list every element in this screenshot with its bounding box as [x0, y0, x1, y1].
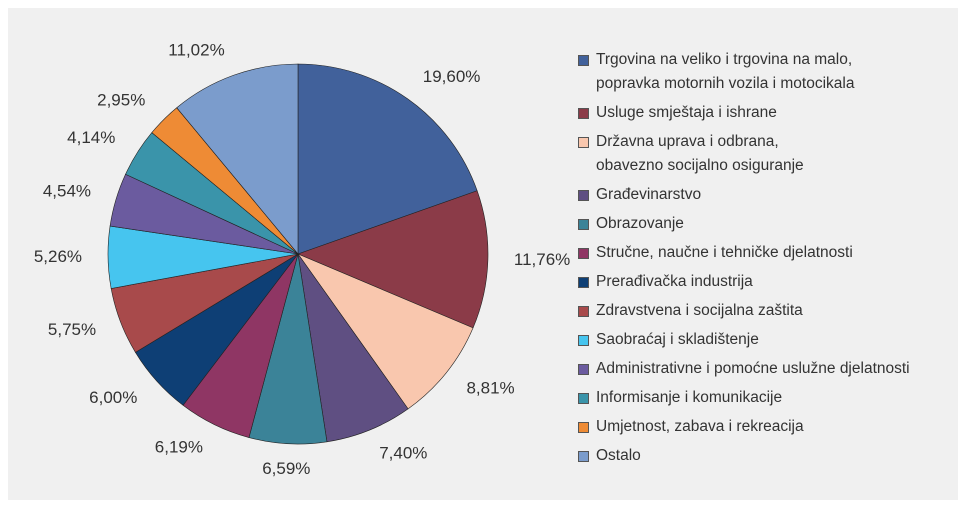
- legend-item: Trgovina na veliko i trgovina na malo, p…: [578, 48, 958, 96]
- legend-label: Trgovina na veliko i trgovina na malo, p…: [596, 51, 855, 92]
- legend-label: Prerađivačka industrija: [596, 273, 753, 290]
- legend-label: Ostalo: [596, 447, 641, 464]
- slice-label: 7,40%: [379, 444, 427, 463]
- legend-item: Saobraćaj i skladištenje: [578, 328, 958, 352]
- slice-label: 6,59%: [262, 459, 310, 478]
- legend-swatch: [578, 422, 589, 433]
- pie-slice: [297, 190, 489, 329]
- legend-item: Prerađivačka industrija: [578, 270, 958, 294]
- legend-item: Usluge smještaja i ishrane: [578, 101, 958, 125]
- slice-label: 5,75%: [48, 320, 96, 339]
- legend-label: Zdravstvena i socijalna zaštita: [596, 302, 803, 319]
- legend-label: Stručne, naučne i tehničke djelatnosti: [596, 244, 853, 261]
- legend-item: Umjetnost, zabava i rekreacija: [578, 415, 958, 439]
- slice-label: 6,19%: [155, 437, 203, 456]
- legend-item: Administrativne i pomoćne uslužne djelat…: [578, 357, 958, 381]
- slice-label: 5,26%: [34, 247, 82, 266]
- slice-label: 8,81%: [466, 379, 514, 398]
- legend-swatch: [578, 451, 589, 462]
- legend: Trgovina na veliko i trgovina na malo, p…: [578, 48, 958, 473]
- legend-swatch: [578, 393, 589, 404]
- legend-label: Informisanje i komunikacije: [596, 389, 783, 406]
- legend-item: Ostalo: [578, 444, 958, 468]
- slice-label: 11,02%: [168, 40, 224, 59]
- legend-item: Obrazovanje: [578, 212, 958, 236]
- legend-item: Stručne, naučne i tehničke djelatnosti: [578, 241, 958, 265]
- slice-label: 6,00%: [89, 388, 137, 407]
- legend-item: Građevinarstvo: [578, 183, 958, 207]
- legend-swatch: [578, 137, 589, 148]
- legend-swatch: [578, 190, 589, 201]
- slice-label: 19,60%: [423, 67, 481, 86]
- legend-item: Državna uprava i odbrana, obavezno socij…: [578, 130, 958, 178]
- legend-label: Usluge smještaja i ishrane: [596, 104, 777, 121]
- legend-label: Umjetnost, zabava i rekreacija: [596, 418, 804, 435]
- legend-label: Državna uprava i odbrana, obavezno socij…: [596, 133, 804, 174]
- legend-label: Obrazovanje: [596, 215, 684, 232]
- legend-swatch: [578, 306, 589, 317]
- slice-label: 11,76%: [514, 250, 570, 269]
- legend-label: Administrativne i pomoćne uslužne djelat…: [596, 360, 910, 377]
- legend-swatch: [578, 219, 589, 230]
- legend-swatch: [578, 335, 589, 346]
- legend-swatch: [578, 108, 589, 119]
- legend-item: Informisanje i komunikacije: [578, 386, 958, 410]
- legend-swatch: [578, 55, 589, 66]
- legend-item: Zdravstvena i socijalna zaštita: [578, 299, 958, 323]
- legend-label: Građevinarstvo: [596, 186, 702, 203]
- legend-swatch: [578, 277, 589, 288]
- pie-slice: [297, 253, 474, 410]
- pie-slice: [176, 63, 299, 255]
- legend-swatch: [578, 248, 589, 259]
- slice-label: 4,54%: [43, 182, 91, 201]
- slice-label: 2,95%: [97, 91, 145, 110]
- legend-swatch: [578, 364, 589, 375]
- slice-label: 4,14%: [67, 128, 115, 147]
- legend-label: Saobraćaj i skladištenje: [596, 331, 759, 348]
